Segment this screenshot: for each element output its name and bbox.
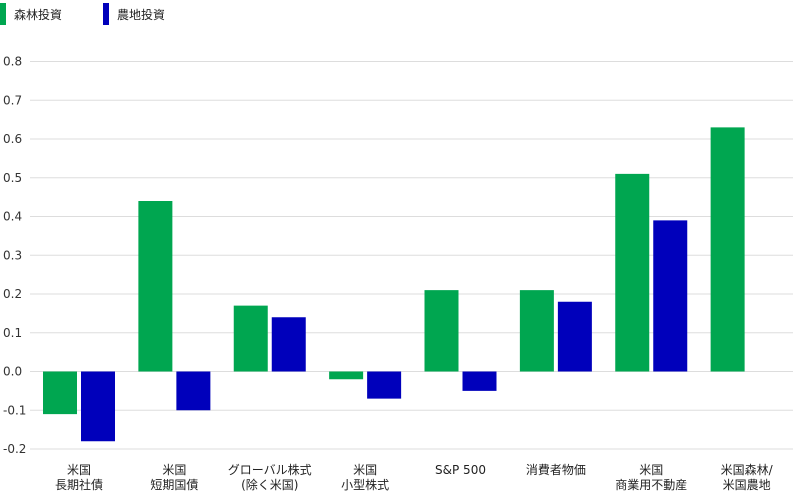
bar-forest	[233, 305, 268, 372]
y-tick-label: 0.8	[3, 55, 22, 69]
bar-farm	[557, 301, 592, 372]
y-tick-label: 0.1	[3, 326, 22, 340]
y-tick-label: 0.4	[3, 210, 22, 224]
bar-farm	[176, 371, 211, 411]
legend-label-farm: 農地投資	[117, 7, 166, 22]
x-tick-label: 米国	[162, 463, 186, 477]
x-tick-label: 米国	[639, 463, 663, 477]
bar-forest	[329, 371, 364, 380]
y-tick-label: 0.6	[3, 132, 22, 146]
y-tick-label: -0.1	[3, 403, 26, 417]
x-tick-label: グローバル株式	[228, 462, 312, 477]
y-tick-label: -0.2	[3, 442, 26, 456]
bar-farm	[653, 220, 688, 372]
bar-farm	[271, 317, 306, 372]
x-tick-label: 消費者物価	[526, 462, 586, 477]
x-tick-label: 小型株式	[341, 477, 389, 492]
bar-forest	[710, 127, 745, 372]
y-tick-label: 0.3	[3, 248, 22, 262]
bar-forest	[138, 201, 173, 372]
y-tick-label: 0.5	[3, 171, 22, 185]
y-tick-label: 0.2	[3, 287, 22, 301]
bar-forest	[615, 173, 650, 372]
legend-label-forest: 森林投資	[14, 7, 63, 22]
x-tick-label: 商業用不動産	[615, 477, 687, 492]
legend-item-forest: 森林投資	[0, 3, 62, 25]
bar-forest	[43, 371, 77, 415]
bar-farm	[81, 371, 115, 442]
x-tick-label: 短期国債	[150, 477, 198, 492]
x-tick-label: S&P 500	[435, 463, 486, 477]
legend-item-farm: 農地投資	[103, 3, 165, 25]
legend-swatch-farm	[103, 3, 109, 25]
x-tick-label: 長期社債	[55, 477, 103, 492]
x-tick-label: 米国	[67, 463, 91, 477]
bar-farm	[367, 371, 402, 399]
x-tick-label: 米国農地	[723, 478, 771, 492]
bar-forest	[519, 290, 554, 372]
x-tick-label: (除く米国)	[241, 477, 298, 492]
bar-forest	[424, 290, 459, 372]
y-tick-label: 0.7	[3, 93, 22, 107]
x-tick-label: 米国森林/	[721, 462, 774, 477]
y-tick-label: 0.0	[3, 365, 22, 379]
x-tick-label: 米国	[353, 463, 377, 477]
bar-farm	[462, 371, 497, 391]
legend-swatch-forest	[0, 3, 6, 25]
